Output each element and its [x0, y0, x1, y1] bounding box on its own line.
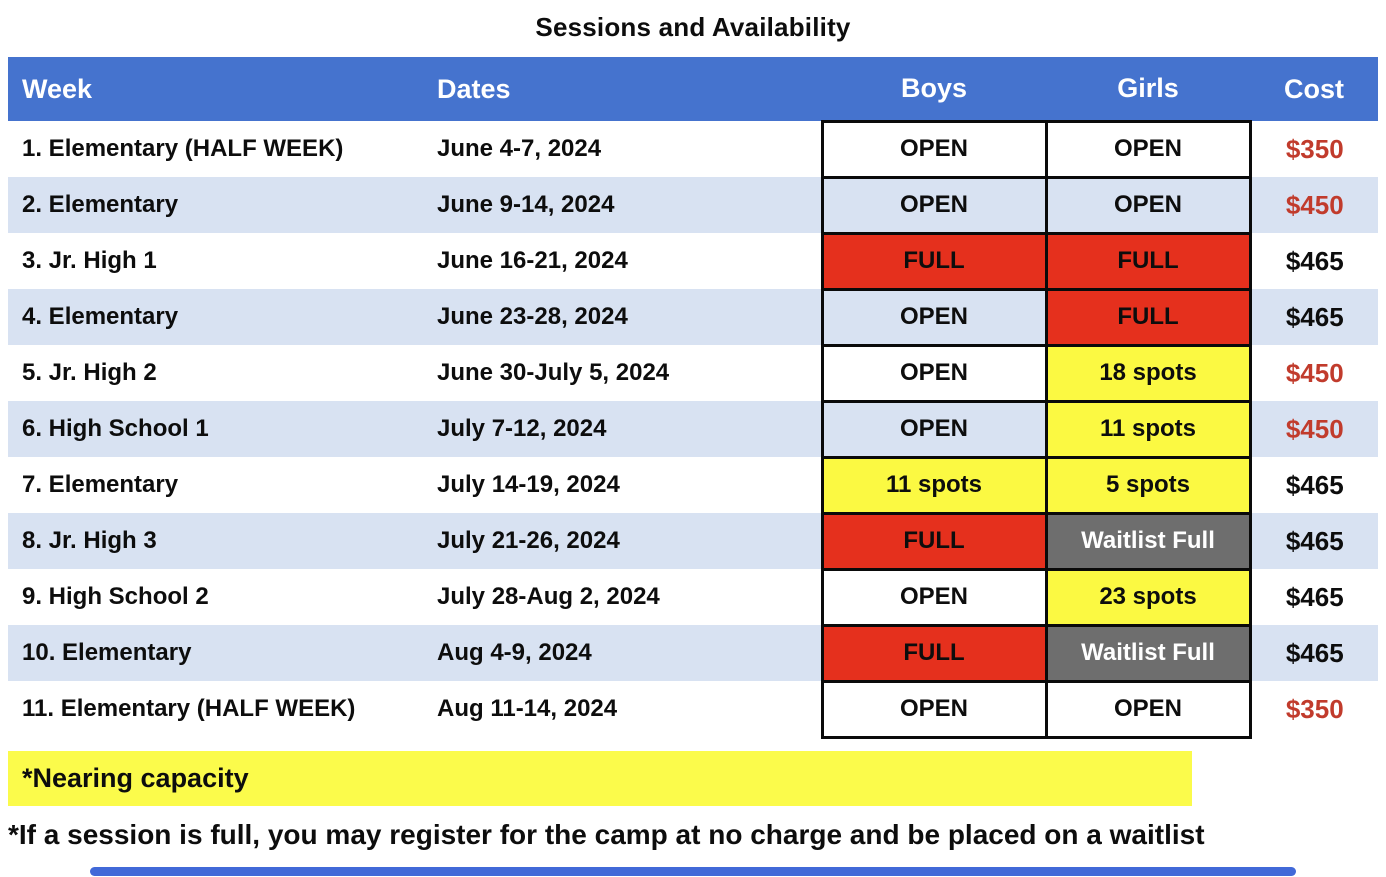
cost-cell: $465 [1285, 525, 1344, 556]
cost-cell: $465 [1285, 637, 1344, 668]
week-cell: 11. Elementary (HALF WEEK) [22, 695, 356, 722]
table-row: 9. High School 2 July 28-Aug 2, 2024 OPE… [8, 567, 1378, 627]
girls-status-cell: Waitlist Full [1044, 511, 1252, 571]
girls-status-cell: FULL [1044, 287, 1252, 347]
week-cell: 4. Elementary [22, 303, 179, 330]
table-row: 10. Elementary Aug 4-9, 2024 FULL Waitli… [8, 623, 1378, 683]
boys-status-cell: FULL [820, 623, 1048, 683]
column-header-boys: Boys [822, 57, 1046, 121]
table-row: 8. Jr. High 3 July 21-26, 2024 FULL Wait… [8, 511, 1378, 571]
cost-cell: $350 [1285, 133, 1344, 164]
table-row: 4. Elementary June 23-28, 2024 OPEN FULL… [8, 287, 1378, 347]
dates-cell: June 30-July 5, 2024 [437, 359, 670, 386]
table-body: 1. Elementary (HALF WEEK) June 4-7, 2024… [8, 119, 1378, 739]
girls-status-cell: 11 spots [1044, 399, 1252, 459]
girls-status-cell: Waitlist Full [1044, 623, 1252, 683]
week-cell: 3. Jr. High 1 [22, 247, 157, 274]
boys-status-cell: OPEN [820, 119, 1048, 179]
cost-cell: $465 [1285, 581, 1344, 612]
boys-status-cell: OPEN [820, 679, 1048, 739]
column-header-cost: Cost [1250, 57, 1378, 121]
week-cell: 10. Elementary [22, 639, 192, 666]
cost-cell: $450 [1285, 189, 1344, 220]
boys-status-cell: OPEN [820, 399, 1048, 459]
dates-cell: July 7-12, 2024 [437, 415, 607, 442]
boys-status-cell: 11 spots [820, 455, 1048, 515]
girls-status-cell: 5 spots [1044, 455, 1252, 515]
cost-cell: $350 [1285, 693, 1344, 724]
girls-status-cell: 23 spots [1044, 567, 1252, 627]
cost-cell: $450 [1285, 357, 1344, 388]
dates-cell: June 4-7, 2024 [437, 135, 602, 162]
nearing-capacity-label: *Nearing capacity [22, 762, 249, 793]
week-cell: 5. Jr. High 2 [22, 359, 157, 386]
girls-status-cell: OPEN [1044, 175, 1252, 235]
week-cell: 9. High School 2 [22, 583, 209, 610]
table-row: 11. Elementary (HALF WEEK) Aug 11-14, 20… [8, 679, 1378, 739]
header-row: Week Dates Boys Girls Cost [8, 57, 1378, 121]
cost-cell: $465 [1285, 245, 1344, 276]
dates-cell: July 28-Aug 2, 2024 [437, 583, 660, 610]
boys-status-cell: OPEN [820, 175, 1048, 235]
week-cell: 1. Elementary (HALF WEEK) [22, 135, 344, 162]
dates-cell: July 21-26, 2024 [437, 527, 620, 554]
table-row: 5. Jr. High 2 June 30-July 5, 2024 OPEN … [8, 343, 1378, 403]
boys-status-cell: OPEN [820, 287, 1048, 347]
sessions-page: Sessions and Availability Week Dates Boy… [0, 7, 1386, 877]
boys-status-cell: FULL [820, 231, 1048, 291]
week-cell: 6. High School 1 [22, 415, 209, 442]
column-header-dates: Dates [437, 57, 822, 121]
nearing-capacity-note: *Nearing capacity [8, 750, 1192, 806]
dates-cell: June 23-28, 2024 [437, 303, 628, 330]
week-cell: 8. Jr. High 3 [22, 527, 157, 554]
dates-cell: Aug 4-9, 2024 [437, 639, 592, 666]
girls-status-cell: OPEN [1044, 679, 1252, 739]
table-row: 7. Elementary July 14-19, 2024 11 spots … [8, 455, 1378, 515]
table-row: 3. Jr. High 1 June 16-21, 2024 FULL FULL… [8, 231, 1378, 291]
week-cell: 7. Elementary [22, 471, 179, 498]
cost-cell: $465 [1285, 469, 1344, 500]
boys-status-cell: OPEN [820, 567, 1048, 627]
table-row: 2. Elementary June 9-14, 2024 OPEN OPEN … [8, 175, 1378, 235]
waitlist-footnote: *If a session is full, you may register … [8, 818, 1205, 850]
table-row: 1. Elementary (HALF WEEK) June 4-7, 2024… [8, 119, 1378, 179]
table-row: 6. High School 1 July 7-12, 2024 OPEN 11… [8, 399, 1378, 459]
page-title: Sessions and Availability [535, 12, 851, 42]
dates-cell: June 16-21, 2024 [437, 247, 628, 274]
sessions-table: Week Dates Boys Girls Cost 1. Elementary… [8, 57, 1378, 739]
girls-status-cell: 18 spots [1044, 343, 1252, 403]
boys-status-cell: OPEN [820, 343, 1048, 403]
column-header-week: Week [8, 57, 437, 121]
dates-cell: July 14-19, 2024 [437, 471, 620, 498]
boys-status-cell: FULL [820, 511, 1048, 571]
girls-status-cell: FULL [1044, 231, 1252, 291]
dates-cell: Aug 11-14, 2024 [437, 695, 618, 722]
girls-status-cell: OPEN [1044, 119, 1252, 179]
dates-cell: June 9-14, 2024 [437, 191, 615, 218]
column-header-girls: Girls [1046, 57, 1250, 121]
cost-cell: $450 [1285, 413, 1344, 444]
scrollbar-thumb[interactable] [90, 867, 1296, 876]
week-cell: 2. Elementary [22, 191, 179, 218]
cost-cell: $465 [1285, 301, 1344, 332]
